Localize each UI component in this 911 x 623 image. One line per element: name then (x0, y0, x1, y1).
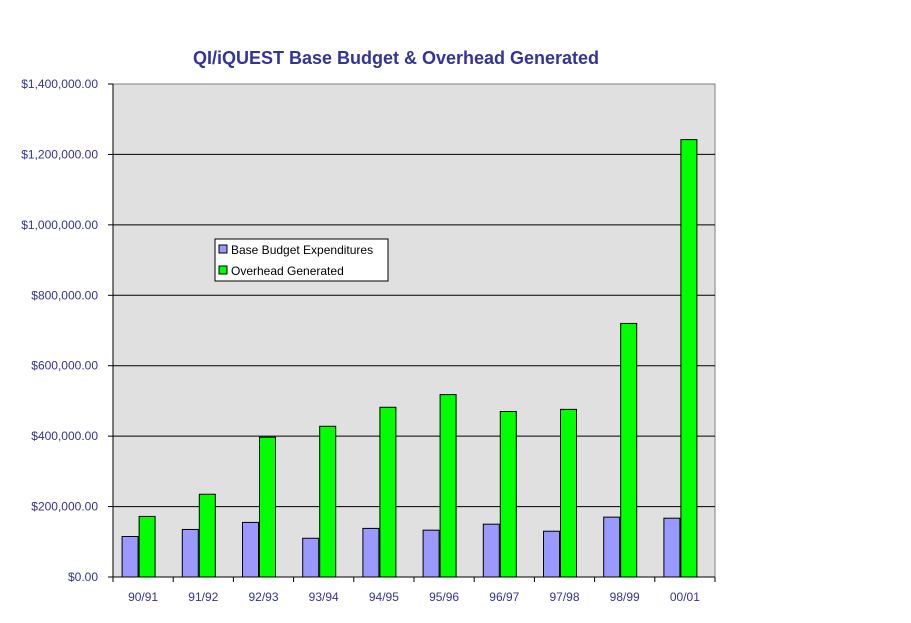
bar-overhead (620, 322, 638, 578)
bar-base-budget (603, 516, 621, 578)
y-tick-label: $400,000.00 (31, 429, 98, 443)
x-tick-label: 96/97 (489, 590, 519, 604)
bar-base-budget (121, 536, 139, 578)
legend-label-base-budget: Base Budget Expenditures (231, 243, 373, 257)
y-tick-label: $1,000,000.00 (21, 218, 98, 232)
x-tick-label: 90/91 (128, 590, 158, 604)
y-tick-label: $1,400,000.00 (21, 77, 98, 91)
legend-box (214, 238, 389, 282)
bar-base-budget (362, 527, 380, 578)
x-tick-labels: 90/91 91/92 92/93 93/94 94/95 95/96 96/97 97/98… (128, 590, 700, 604)
legend-label-overhead: Overhead Generated (231, 264, 344, 278)
bar-base-budget (302, 537, 320, 578)
x-tick-label: 91/92 (188, 590, 218, 604)
bar-overhead (379, 406, 397, 578)
bar-overhead (198, 493, 216, 578)
legend: Base Budget Expenditures Overhead Genera… (214, 238, 389, 282)
bar-base-budget (242, 521, 259, 578)
bar-overhead (499, 410, 517, 578)
bar-base-budget (663, 517, 681, 578)
x-tick-label: 93/94 (309, 590, 339, 604)
chart-title: QI/iQUEST Base Budget & Overhead Generat… (193, 48, 599, 68)
axes (108, 83, 716, 582)
y-tick-label: $600,000.00 (31, 359, 98, 373)
x-tick-label: 95/96 (429, 590, 459, 604)
y-tick-labels: $0.00 $200,000.00 $400,000.00 $600,000.00 $8… (21, 77, 98, 584)
x-tick-label: 92/93 (248, 590, 278, 604)
bar-base-budget (181, 528, 199, 578)
x-tick-label: 97/98 (549, 590, 579, 604)
bar-base-budget (543, 530, 560, 578)
bar-base-budget (422, 529, 440, 578)
y-tick-label: $1,200,000.00 (21, 147, 98, 161)
bar-overhead (680, 139, 698, 578)
x-tick-label: 94/95 (369, 590, 399, 604)
legend-swatch-overhead (218, 265, 228, 275)
bar-overhead (259, 436, 276, 578)
y-tick-label: $800,000.00 (31, 288, 98, 302)
bar-base-budget (482, 523, 500, 578)
bar-overhead (439, 394, 457, 578)
bar-overhead (138, 515, 156, 578)
y-tick-label: $0.00 (68, 570, 98, 584)
bar-overhead (319, 425, 337, 578)
x-tick-label: 98/99 (610, 590, 640, 604)
legend-swatch-base-budget (218, 244, 228, 254)
bar-overhead (560, 408, 577, 578)
y-tick-label: $200,000.00 (31, 500, 98, 514)
bars (121, 139, 698, 578)
x-tick-label: 00/01 (670, 590, 700, 604)
